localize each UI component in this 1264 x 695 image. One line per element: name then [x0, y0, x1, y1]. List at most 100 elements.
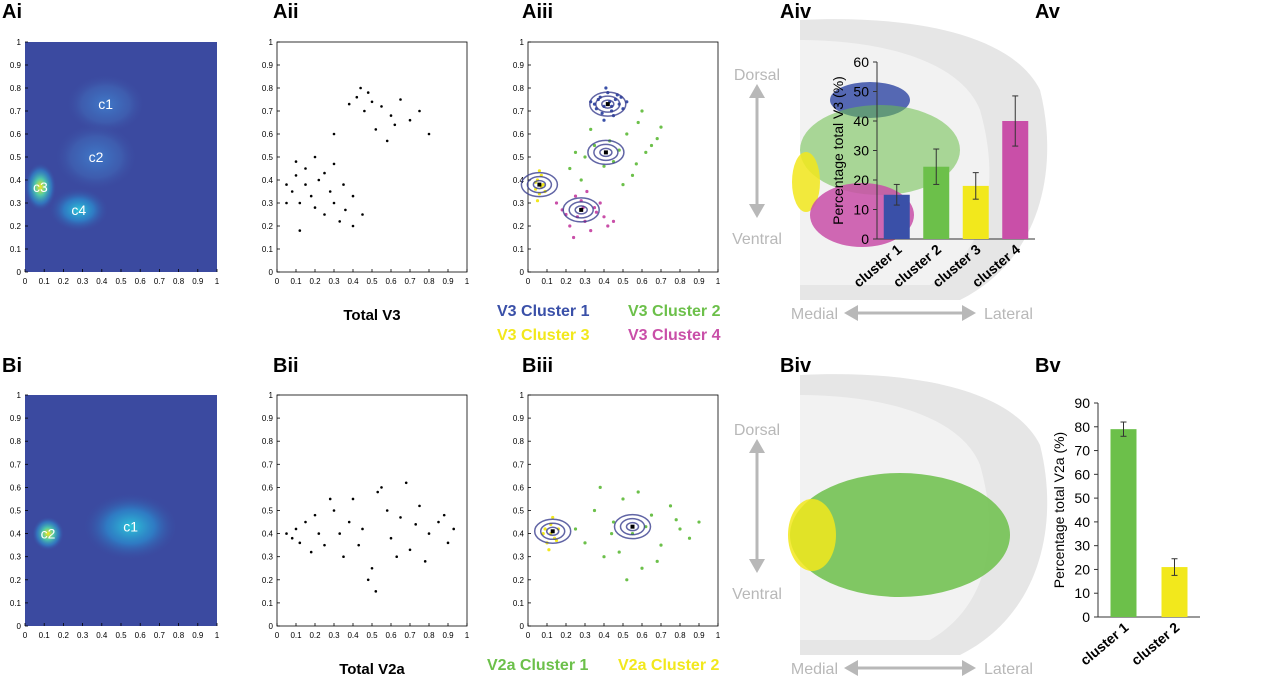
point	[299, 202, 302, 205]
point	[409, 119, 412, 122]
page: Ai00.10.20.30.40.50.60.70.80.9100.10.20.…	[0, 0, 1264, 690]
y-tick-label: 1	[17, 38, 22, 47]
y-tick-label: 0.9	[513, 61, 525, 70]
point	[659, 544, 662, 547]
point	[390, 537, 393, 540]
point	[352, 195, 355, 198]
point	[602, 555, 605, 558]
point	[291, 537, 294, 540]
point	[675, 518, 678, 521]
point	[318, 179, 321, 182]
point	[612, 220, 615, 223]
point	[361, 213, 364, 216]
y-tick-label: 10	[1074, 585, 1090, 601]
point	[399, 516, 402, 519]
y-tick-label: 0.3	[262, 199, 274, 208]
y-tick-label: 1	[17, 391, 22, 400]
point	[555, 201, 558, 204]
point	[375, 590, 378, 593]
point	[428, 532, 431, 535]
plot-frame	[528, 395, 718, 626]
y-tick-label: 0.6	[513, 130, 525, 139]
x-tick-label: 0	[526, 631, 531, 640]
point	[333, 202, 336, 205]
y-tick-label: 0.4	[513, 530, 525, 539]
x-tick-label: 0.3	[328, 277, 340, 286]
medial-label: Medial	[791, 661, 838, 678]
x-tick-label: 0.5	[366, 277, 378, 286]
point	[697, 520, 700, 523]
centroid	[579, 208, 583, 212]
point	[599, 486, 602, 489]
x-tick-label: 0	[23, 277, 28, 286]
x-tick-label: 1	[215, 277, 220, 286]
x-tick-label: 0.9	[693, 277, 705, 286]
y-axis-label: Percentage total V2a (%)	[1051, 432, 1067, 588]
point	[304, 521, 307, 524]
point	[631, 174, 634, 177]
point	[359, 87, 362, 90]
y-tick-label: 1	[269, 38, 274, 47]
point	[656, 137, 659, 140]
y-axis-label: Percentage total V3 (%)	[830, 76, 846, 225]
x-tick-label: 0.8	[674, 631, 686, 640]
x-tick-label: 0	[275, 277, 280, 286]
x-axis-label: Total V3	[343, 307, 400, 324]
point	[659, 126, 662, 129]
y-tick-label: 40	[853, 113, 869, 129]
x-tick-label: 0.4	[96, 277, 108, 286]
point	[356, 96, 359, 99]
point	[574, 151, 577, 154]
point	[333, 163, 336, 166]
y-tick-label: 50	[853, 84, 869, 100]
y-tick-label: 0.1	[10, 599, 22, 608]
point	[443, 514, 446, 517]
y-tick-label: 0.6	[10, 130, 22, 139]
point	[314, 514, 317, 517]
point	[574, 527, 577, 530]
x-tick-label: 0.1	[290, 631, 302, 640]
y-tick-label: 0.7	[513, 107, 525, 116]
y-tick-label: 0.2	[513, 576, 525, 585]
point	[333, 133, 336, 136]
x-tick-label: 0.5	[617, 277, 629, 286]
peak-label: c2	[89, 149, 104, 165]
point	[310, 195, 313, 198]
x-tick-label: 0.2	[58, 631, 70, 640]
x-tick-label: 1	[716, 277, 721, 286]
point	[418, 110, 421, 113]
point	[595, 211, 598, 214]
y-tick-label: 0.9	[10, 61, 22, 70]
y-tick-label: 0	[269, 268, 274, 277]
x-tick-label: 0.5	[115, 631, 127, 640]
x-tick-label: 0.8	[173, 631, 185, 640]
point	[310, 551, 313, 554]
point	[348, 521, 351, 524]
point	[367, 91, 370, 94]
point	[367, 579, 370, 582]
y-tick-label: 0.6	[513, 483, 525, 492]
point	[621, 497, 624, 500]
panel-label: Av	[1035, 1, 1061, 23]
y-tick-label: 0.2	[10, 222, 22, 231]
y-tick-label: 0.5	[513, 153, 525, 162]
ventral-label: Ventral	[732, 586, 782, 603]
point	[329, 190, 332, 193]
point	[656, 560, 659, 563]
point	[323, 544, 326, 547]
point	[593, 509, 596, 512]
x-tick-label: 0.6	[636, 277, 648, 286]
point	[428, 133, 431, 136]
panel-label: Biii	[522, 355, 553, 377]
point	[447, 542, 450, 545]
point	[304, 167, 307, 170]
point	[606, 224, 609, 227]
legend-entry: V3 Cluster 1	[497, 303, 590, 320]
point	[589, 229, 592, 232]
x-tick-label: 0	[23, 631, 28, 640]
x-tick-label: 0.1	[290, 277, 302, 286]
y-tick-label: 0.2	[10, 576, 22, 585]
point	[375, 128, 378, 131]
y-tick-label: 0.7	[513, 460, 525, 469]
y-tick-label: 0.8	[513, 437, 525, 446]
